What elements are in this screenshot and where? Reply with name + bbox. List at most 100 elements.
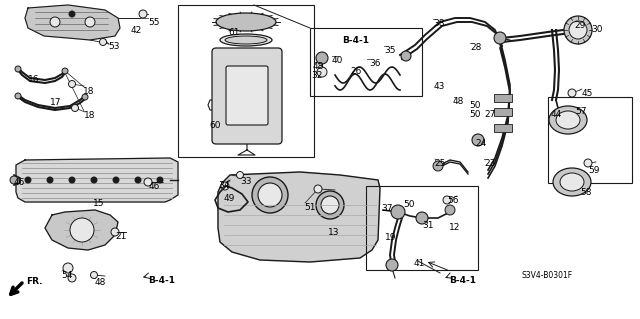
Circle shape bbox=[391, 205, 405, 219]
Text: 25: 25 bbox=[434, 159, 445, 168]
Text: 53: 53 bbox=[108, 42, 120, 51]
Text: 24: 24 bbox=[475, 139, 486, 148]
Text: 23: 23 bbox=[484, 159, 495, 168]
Text: 45: 45 bbox=[582, 89, 593, 98]
Ellipse shape bbox=[225, 36, 267, 44]
Text: 59: 59 bbox=[588, 166, 600, 175]
Text: 16: 16 bbox=[28, 75, 40, 84]
Text: 17: 17 bbox=[50, 98, 61, 107]
Text: 51: 51 bbox=[304, 203, 316, 212]
Text: 31: 31 bbox=[422, 221, 433, 230]
Polygon shape bbox=[25, 5, 120, 40]
Circle shape bbox=[85, 17, 95, 27]
Text: 55: 55 bbox=[148, 18, 159, 27]
Text: 15: 15 bbox=[93, 199, 104, 208]
Text: 32: 32 bbox=[311, 71, 323, 80]
Circle shape bbox=[233, 81, 261, 109]
Text: 21: 21 bbox=[115, 232, 126, 241]
Circle shape bbox=[82, 94, 88, 100]
Circle shape bbox=[559, 173, 564, 177]
Circle shape bbox=[556, 110, 561, 115]
Circle shape bbox=[316, 52, 328, 64]
Text: 18: 18 bbox=[83, 87, 95, 96]
Polygon shape bbox=[45, 210, 118, 250]
Circle shape bbox=[579, 187, 584, 192]
Bar bbox=[366, 186, 478, 270]
Circle shape bbox=[68, 80, 76, 87]
Circle shape bbox=[564, 16, 592, 44]
Text: 44: 44 bbox=[551, 110, 563, 119]
Text: B-4-1: B-4-1 bbox=[342, 36, 369, 45]
Ellipse shape bbox=[560, 173, 584, 191]
Text: 34: 34 bbox=[218, 181, 229, 190]
Circle shape bbox=[569, 21, 587, 39]
Text: 29: 29 bbox=[574, 21, 586, 30]
Circle shape bbox=[416, 212, 428, 224]
Circle shape bbox=[472, 134, 484, 146]
Text: 50: 50 bbox=[469, 101, 481, 110]
Circle shape bbox=[317, 67, 327, 77]
Circle shape bbox=[239, 87, 255, 103]
Circle shape bbox=[99, 39, 106, 46]
Circle shape bbox=[445, 205, 455, 215]
Text: B-4-1: B-4-1 bbox=[449, 276, 476, 285]
Text: 27: 27 bbox=[484, 110, 495, 119]
FancyBboxPatch shape bbox=[212, 48, 282, 144]
Polygon shape bbox=[218, 172, 380, 262]
Text: 33: 33 bbox=[240, 177, 252, 186]
Circle shape bbox=[237, 172, 243, 179]
Circle shape bbox=[72, 105, 79, 112]
Text: 38: 38 bbox=[433, 19, 445, 28]
Text: 26: 26 bbox=[350, 67, 362, 76]
Text: 54: 54 bbox=[61, 271, 72, 280]
Circle shape bbox=[47, 177, 53, 183]
Text: 18: 18 bbox=[84, 111, 95, 120]
Circle shape bbox=[91, 177, 97, 183]
Ellipse shape bbox=[553, 168, 591, 196]
Circle shape bbox=[90, 271, 97, 278]
Text: FR.: FR. bbox=[26, 278, 42, 286]
Text: 41: 41 bbox=[414, 259, 426, 268]
Circle shape bbox=[386, 259, 398, 271]
Circle shape bbox=[314, 185, 322, 193]
Circle shape bbox=[144, 178, 152, 186]
Text: 46: 46 bbox=[149, 182, 161, 191]
Circle shape bbox=[556, 125, 561, 130]
Circle shape bbox=[135, 177, 141, 183]
Bar bbox=[494, 124, 512, 132]
Circle shape bbox=[575, 110, 580, 115]
Ellipse shape bbox=[556, 111, 580, 129]
Text: 48: 48 bbox=[95, 278, 106, 287]
Circle shape bbox=[579, 173, 584, 177]
Circle shape bbox=[221, 182, 229, 190]
Circle shape bbox=[157, 177, 163, 183]
Text: 56: 56 bbox=[447, 196, 458, 205]
Text: 61: 61 bbox=[228, 28, 239, 37]
Circle shape bbox=[62, 68, 68, 74]
Ellipse shape bbox=[549, 106, 587, 134]
Ellipse shape bbox=[220, 34, 272, 46]
Text: S3V4-B0301F: S3V4-B0301F bbox=[522, 271, 573, 280]
Bar bbox=[494, 108, 512, 116]
Text: 50: 50 bbox=[469, 110, 481, 119]
Text: 58: 58 bbox=[580, 188, 591, 197]
FancyBboxPatch shape bbox=[226, 66, 268, 125]
Circle shape bbox=[69, 177, 75, 183]
Circle shape bbox=[584, 159, 592, 167]
Circle shape bbox=[68, 274, 76, 282]
Circle shape bbox=[252, 177, 288, 213]
Circle shape bbox=[111, 228, 119, 236]
Text: 43: 43 bbox=[434, 82, 445, 91]
Text: 35: 35 bbox=[384, 46, 396, 55]
Circle shape bbox=[568, 89, 576, 97]
Bar bbox=[548, 97, 632, 183]
Bar bbox=[494, 94, 512, 102]
Ellipse shape bbox=[216, 13, 276, 31]
Circle shape bbox=[258, 183, 282, 207]
Text: 48: 48 bbox=[453, 97, 465, 106]
Text: 48: 48 bbox=[313, 62, 324, 71]
Circle shape bbox=[113, 177, 119, 183]
Circle shape bbox=[316, 191, 344, 219]
Circle shape bbox=[25, 177, 31, 183]
Circle shape bbox=[69, 11, 75, 17]
